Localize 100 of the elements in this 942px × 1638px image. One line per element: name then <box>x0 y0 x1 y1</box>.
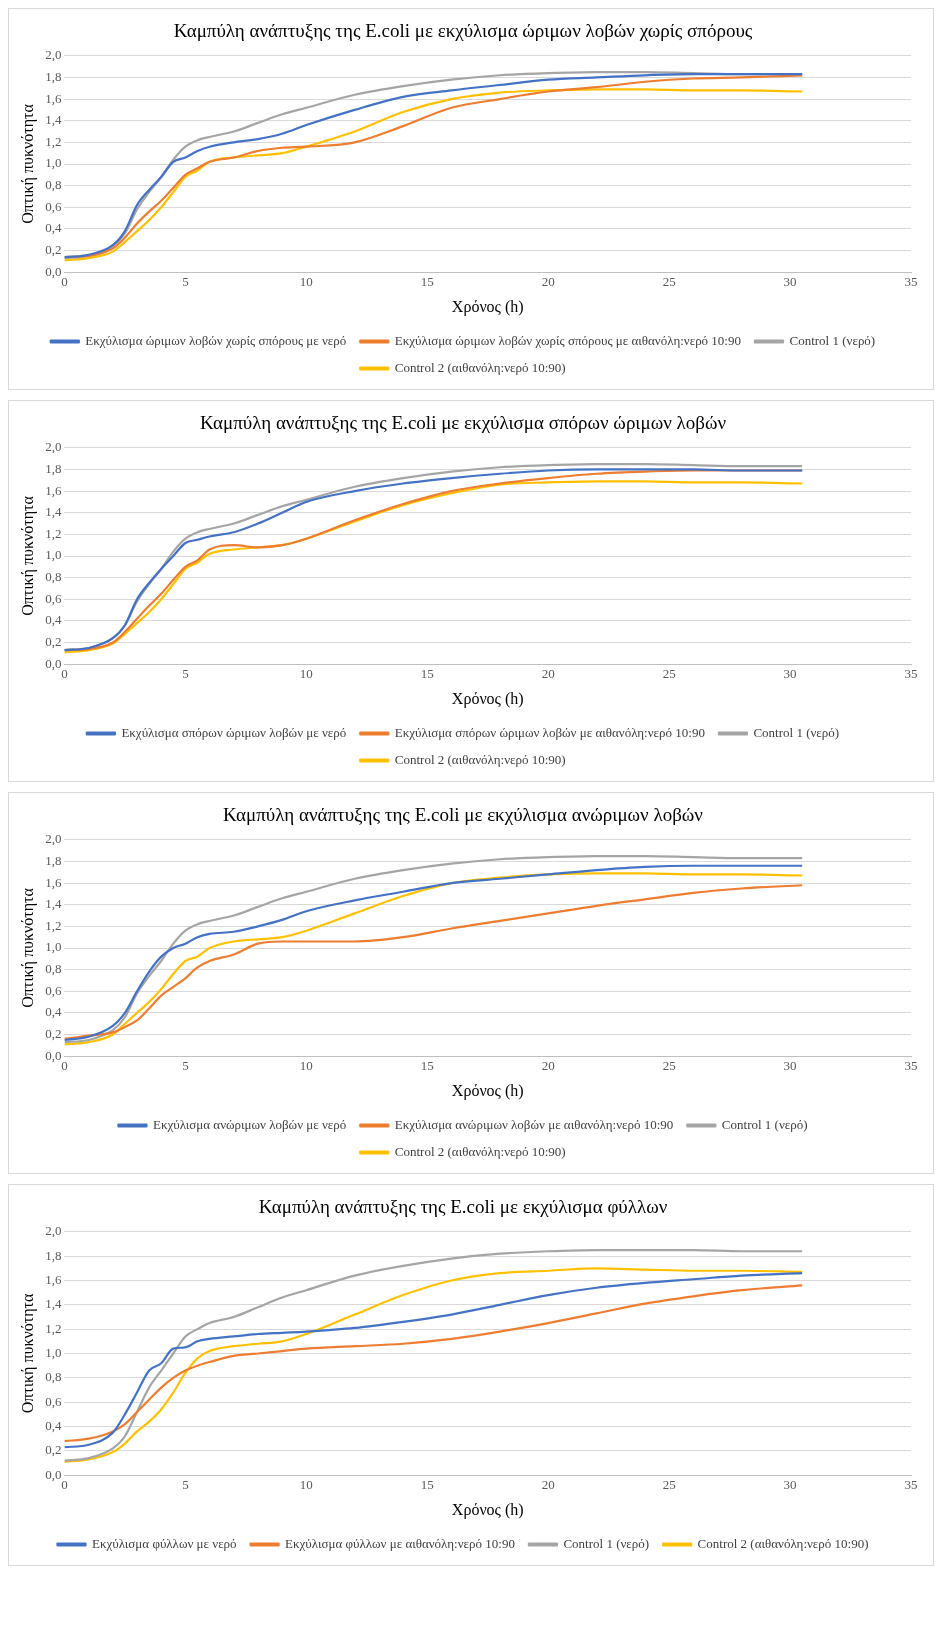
x-tick-label: 25 <box>662 666 676 682</box>
y-tick-label: 0,4 <box>45 612 62 628</box>
x-tick-label: 15 <box>420 1477 434 1493</box>
y-tick-label: 1,6 <box>45 1271 62 1287</box>
legend-label: Control 1 (νερό) <box>563 1535 650 1551</box>
y-tick-label: 0,4 <box>45 220 62 236</box>
y-tick-label: 1,2 <box>45 133 62 149</box>
x-axis-title: Χρόνος (h) <box>451 297 524 316</box>
chart-title: Καμπύλη ανάπτυξης της E.coli με εκχύλισμα ώριμων λοβών χωρίς σπόρους <box>173 20 753 42</box>
legend-label: Εκχύλισμα ώριμων λοβών χωρίς σπόρους με αιθανόλη:νερό 10:90 <box>394 332 741 348</box>
x-tick-label: 10 <box>299 274 313 290</box>
y-tick-label: 1,2 <box>45 917 62 933</box>
y-tick-label: 1,4 <box>45 896 62 912</box>
y-tick-label: 1,6 <box>45 90 62 106</box>
y-tick-label: 1,0 <box>45 547 62 563</box>
y-tick-label: 2,0 <box>45 1223 62 1239</box>
x-tick-label: 35 <box>904 666 918 682</box>
y-tick-label: 1,8 <box>45 1247 62 1263</box>
y-tick-label: 0,2 <box>45 1442 62 1458</box>
legend-label: Εκχύλισμα σπόρων ώριμων λοβών με αιθανόλη:νερό 10:90 <box>394 724 705 740</box>
y-tick-label: 1,4 <box>45 1296 62 1312</box>
x-tick-label: 20 <box>541 274 555 290</box>
y-tick-label: 0,6 <box>45 1393 62 1409</box>
x-tick-label: 0 <box>61 1477 68 1493</box>
y-tick-label: 1,8 <box>45 68 62 84</box>
y-tick-label: 0,6 <box>45 198 62 214</box>
x-tick-label: 35 <box>904 274 918 290</box>
legend-label: Εκχύλισμα φύλλων με νερό <box>92 1535 237 1551</box>
x-tick-label: 25 <box>662 274 676 290</box>
y-tick-label: 0,0 <box>45 263 62 279</box>
x-axis-title: Χρόνος (h) <box>451 689 524 708</box>
y-tick-label: 0,4 <box>45 1004 62 1020</box>
x-tick-label: 5 <box>182 1058 189 1074</box>
x-tick-label: 15 <box>420 666 434 682</box>
y-tick-label: 0,8 <box>45 1369 62 1385</box>
y-axis-title: Οπτική πυκνότητα <box>18 495 37 616</box>
x-tick-label: 5 <box>182 666 189 682</box>
legend-label: Control 2 (αιθανόλη:νερό 10:90) <box>394 751 566 767</box>
x-tick-label: 35 <box>904 1058 918 1074</box>
x-tick-label: 10 <box>299 1058 313 1074</box>
x-tick-label: 5 <box>182 274 189 290</box>
x-tick-label: 20 <box>541 666 555 682</box>
y-tick-label: 0,6 <box>45 590 62 606</box>
x-tick-label: 0 <box>61 274 68 290</box>
x-tick-label: 30 <box>783 666 797 682</box>
legend-label: Control 2 (αιθανόλη:νερό 10:90) <box>394 359 566 375</box>
y-tick-label: 0,2 <box>45 633 62 649</box>
y-tick-label: 0,2 <box>45 241 62 257</box>
y-tick-label: 1,8 <box>45 852 62 868</box>
y-tick-label: 1,0 <box>45 939 62 955</box>
chart-title: Καμπύλη ανάπτυξης της E.coli με εκχύλισμα σπόρων ώριμων λοβών <box>200 412 727 434</box>
y-tick-label: 0,4 <box>45 1417 62 1433</box>
x-axis-title: Χρόνος (h) <box>451 1500 524 1519</box>
y-tick-label: 1,2 <box>45 1320 62 1336</box>
y-tick-label: 0,8 <box>45 961 62 977</box>
y-tick-label: 1,6 <box>45 482 62 498</box>
x-tick-label: 10 <box>299 1477 313 1493</box>
y-tick-label: 0,0 <box>45 655 62 671</box>
y-tick-label: 1,4 <box>45 504 62 520</box>
legend-label: Εκχύλισμα ανώριμων λοβών με νερό <box>152 1116 347 1132</box>
x-tick-label: 20 <box>541 1058 555 1074</box>
x-tick-label: 5 <box>182 1477 189 1493</box>
x-tick-label: 15 <box>420 1058 434 1074</box>
y-tick-label: 0,0 <box>45 1466 62 1482</box>
legend-label: Εκχύλισμα σπόρων ώριμων λοβών με νερό <box>121 724 347 740</box>
x-tick-label: 0 <box>61 1058 68 1074</box>
x-tick-label: 30 <box>783 1477 797 1493</box>
legend-label: Εκχύλισμα ώριμων λοβών χωρίς σπόρους με νερό <box>85 332 347 348</box>
chart-title: Καμπύλη ανάπτυξης της E.coli με εκχύλισμα ανώριμων λοβών <box>223 804 704 826</box>
x-tick-label: 30 <box>783 274 797 290</box>
legend-label: Εκχύλισμα φύλλων με αιθανόλη:νερό 10:90 <box>285 1535 515 1551</box>
x-tick-label: 25 <box>662 1058 676 1074</box>
x-tick-label: 15 <box>420 274 434 290</box>
y-tick-label: 0,8 <box>45 177 62 193</box>
y-tick-label: 0,6 <box>45 982 62 998</box>
y-tick-label: 1,0 <box>45 155 62 171</box>
y-tick-label: 1,6 <box>45 874 62 890</box>
y-tick-label: 2,0 <box>45 439 62 455</box>
y-tick-label: 0,8 <box>45 569 62 585</box>
x-tick-label: 10 <box>299 666 313 682</box>
legend-label: Εκχύλισμα ανώριμων λοβών με αιθανόλη:νερό 10:90 <box>394 1116 674 1132</box>
y-tick-label: 2,0 <box>45 831 62 847</box>
y-tick-label: 0,0 <box>45 1047 62 1063</box>
legend-label: Control 2 (αιθανόλη:νερό 10:90) <box>394 1143 566 1159</box>
y-tick-label: 1,2 <box>45 525 62 541</box>
x-tick-label: 20 <box>541 1477 555 1493</box>
y-tick-label: 0,2 <box>45 1025 62 1041</box>
y-tick-label: 1,0 <box>45 1344 62 1360</box>
x-tick-label: 30 <box>783 1058 797 1074</box>
legend-label: Control 1 (νερό) <box>721 1116 808 1132</box>
x-tick-label: 0 <box>61 666 68 682</box>
chart-title: Καμπύλη ανάπτυξης της E.coli με εκχύλισμα φύλλων <box>258 1196 668 1218</box>
y-tick-label: 1,8 <box>45 460 62 476</box>
y-tick-label: 1,4 <box>45 112 62 128</box>
x-axis-title: Χρόνος (h) <box>451 1081 524 1100</box>
x-tick-label: 35 <box>904 1477 918 1493</box>
legend-label: Control 1 (νερό) <box>789 332 876 348</box>
y-axis-title: Οπτική πυκνότητα <box>18 103 37 224</box>
y-axis-title: Οπτική πυκνότητα <box>18 887 37 1008</box>
legend-label: Control 2 (αιθανόλη:νερό 10:90) <box>697 1535 869 1551</box>
